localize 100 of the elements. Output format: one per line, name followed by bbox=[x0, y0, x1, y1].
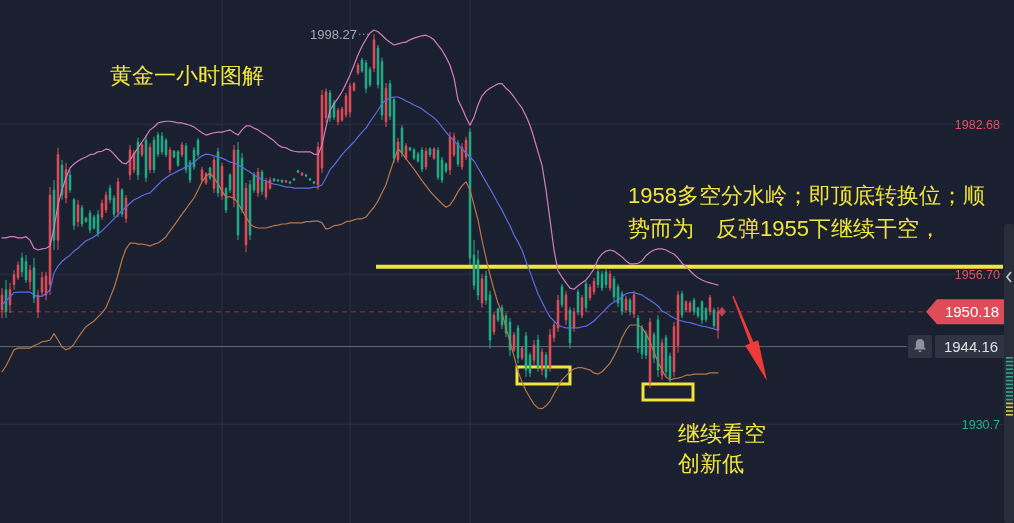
candlestick bbox=[688, 300, 692, 314]
candlestick bbox=[36, 289, 40, 319]
candlestick bbox=[668, 352, 672, 384]
ref-line-label: 1944.16 bbox=[943, 338, 999, 356]
candlestick bbox=[580, 294, 584, 319]
candlestick bbox=[564, 290, 568, 326]
candlestick bbox=[144, 134, 148, 183]
candlestick bbox=[548, 328, 552, 373]
annotation: 创新低 bbox=[678, 451, 744, 476]
candlestick bbox=[464, 136, 468, 161]
candlestick bbox=[24, 254, 28, 284]
candlestick bbox=[396, 137, 400, 164]
candlestick bbox=[108, 184, 112, 204]
candlestick bbox=[480, 273, 484, 309]
candlestick bbox=[436, 146, 440, 181]
candlestick bbox=[524, 331, 528, 378]
candlestick bbox=[336, 107, 340, 126]
candlestick bbox=[76, 199, 80, 228]
candlestick bbox=[300, 171, 304, 177]
candlestick bbox=[288, 181, 292, 185]
candlestick bbox=[712, 307, 716, 330]
candlestick bbox=[512, 331, 516, 353]
candlestick bbox=[696, 306, 700, 319]
candlestick bbox=[528, 352, 532, 378]
candlestick bbox=[516, 324, 520, 364]
candlestick bbox=[584, 280, 588, 313]
candlestick bbox=[424, 147, 428, 171]
ref-line-label: 1958多空分水岭；即顶底转换位；顺势而为 反弹1955下继续干空， bbox=[628, 182, 985, 241]
candlestick bbox=[160, 131, 164, 156]
candlestick bbox=[156, 131, 160, 158]
candlestick bbox=[560, 283, 564, 309]
candlestick bbox=[72, 197, 76, 231]
candlestick bbox=[448, 131, 452, 176]
candlestick bbox=[312, 181, 316, 185]
candlestick bbox=[372, 33, 376, 73]
candlestick bbox=[716, 306, 720, 340]
candlestick bbox=[28, 264, 32, 291]
candlestick bbox=[540, 347, 544, 376]
candlestick bbox=[568, 306, 572, 350]
candlestick bbox=[304, 173, 308, 178]
candlestick bbox=[592, 277, 596, 296]
candlestick bbox=[476, 249, 480, 301]
y-tick-label: 1982.68 bbox=[954, 117, 1001, 132]
candlestick bbox=[496, 307, 500, 323]
candlestick bbox=[608, 270, 612, 292]
candlestick bbox=[616, 283, 620, 308]
candlestick bbox=[80, 204, 84, 228]
candlestick bbox=[100, 199, 104, 221]
candlestick bbox=[672, 321, 676, 378]
candlestick bbox=[136, 137, 140, 181]
candlestick bbox=[88, 209, 92, 234]
candlestick bbox=[704, 306, 708, 323]
candlestick bbox=[0, 287, 4, 319]
candlestick bbox=[92, 214, 96, 231]
candlestick bbox=[588, 283, 592, 302]
ref-line-label: 1950.18 bbox=[944, 303, 1000, 321]
candlestick bbox=[324, 87, 328, 124]
text: 黄金一小时图解 bbox=[110, 63, 264, 88]
candlestick bbox=[708, 294, 712, 316]
candlestick bbox=[684, 299, 688, 313]
candlestick bbox=[452, 132, 456, 158]
candlestick bbox=[692, 297, 696, 316]
candlestick bbox=[272, 177, 276, 183]
candlestick bbox=[276, 178, 280, 183]
candlestick bbox=[420, 146, 424, 173]
candlestick bbox=[196, 137, 200, 158]
candlestick bbox=[128, 144, 132, 181]
candlestick bbox=[96, 209, 100, 238]
candlestick bbox=[408, 146, 412, 152]
candlestick bbox=[676, 290, 680, 354]
candlestick bbox=[228, 172, 232, 194]
candlestick bbox=[552, 321, 556, 343]
candlestick bbox=[280, 179, 284, 184]
candlestick bbox=[12, 269, 16, 291]
candlestick bbox=[176, 149, 180, 168]
candlestick bbox=[544, 351, 548, 381]
candlestick bbox=[572, 307, 576, 333]
candlestick bbox=[348, 82, 352, 118]
candlestick bbox=[440, 156, 444, 184]
candlestick bbox=[152, 136, 156, 174]
candlestick bbox=[68, 169, 72, 194]
y-tick-label: 1930.7 bbox=[961, 417, 1001, 432]
candlestick bbox=[264, 177, 268, 201]
candlestick bbox=[104, 191, 108, 214]
candlestick bbox=[40, 271, 44, 298]
candlestick bbox=[340, 106, 344, 123]
candlestick bbox=[628, 297, 632, 316]
candlestick bbox=[308, 177, 312, 182]
candlestick bbox=[112, 194, 116, 218]
candlestick bbox=[612, 275, 616, 302]
candlestick bbox=[484, 270, 488, 306]
candlestick bbox=[384, 82, 388, 128]
candlestick bbox=[84, 216, 88, 224]
annotation: 继续看空 bbox=[678, 421, 766, 446]
candlestick bbox=[116, 177, 120, 218]
candlestick bbox=[632, 290, 636, 319]
candlestick bbox=[344, 92, 348, 119]
candlestick bbox=[400, 124, 404, 158]
candlestick bbox=[636, 314, 640, 354]
candlestick bbox=[680, 290, 684, 319]
